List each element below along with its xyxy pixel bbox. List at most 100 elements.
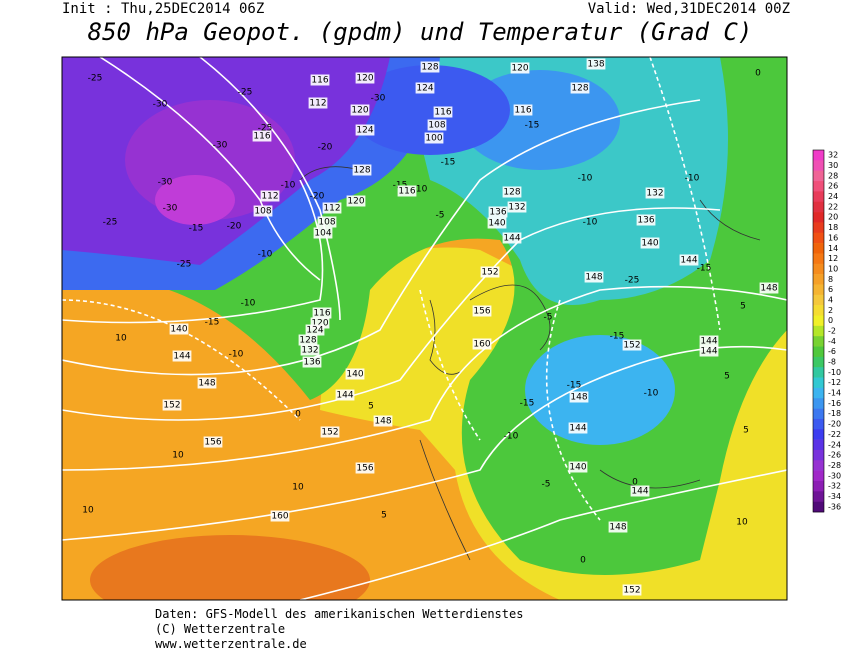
contour-label-bg xyxy=(313,227,333,239)
contour-label: 152 xyxy=(623,586,640,596)
contour-label: 120 xyxy=(351,106,368,116)
contour-label-bg xyxy=(636,214,656,226)
contour-label: -5 xyxy=(542,480,551,490)
colorbar-label: 10 xyxy=(828,264,838,273)
contour-label: 116 xyxy=(253,132,270,142)
colorbar-cell xyxy=(813,470,824,482)
contour-label: 140 xyxy=(170,325,187,335)
contour-label-bg xyxy=(487,217,507,229)
contour-label: 112 xyxy=(261,192,278,202)
contour-label-bg xyxy=(502,232,522,244)
contour-label-bg xyxy=(397,185,417,197)
colorbar-cell xyxy=(813,377,824,389)
colorbar-label: 30 xyxy=(828,161,838,170)
colorbar-label: -30 xyxy=(828,471,841,480)
contour-label: 128 xyxy=(503,188,520,198)
contour-label-bg xyxy=(302,356,322,368)
contour-label-bg xyxy=(346,195,366,207)
contour-label-bg xyxy=(424,132,444,144)
contour-label: 0 xyxy=(580,556,586,566)
colorbar-cell xyxy=(813,160,824,171)
contour-label-bg xyxy=(568,461,588,473)
contour-label: 148 xyxy=(760,284,777,294)
contour-label: 160 xyxy=(473,340,490,350)
contour-label: 132 xyxy=(646,189,663,199)
colorbar-label: -32 xyxy=(828,482,841,491)
colorbar-cell xyxy=(813,222,824,234)
contour-label: 144 xyxy=(173,352,190,362)
contour-label: 124 xyxy=(356,126,373,136)
contour-label: 136 xyxy=(637,216,654,226)
contour-label: -15 xyxy=(567,381,582,391)
contour-label-bg xyxy=(586,58,606,70)
colorbar-cell xyxy=(813,201,824,213)
colorbar-cell xyxy=(813,191,824,203)
colorbar-label: 20 xyxy=(828,213,838,222)
contour-label: 0 xyxy=(295,410,301,420)
contour-label: -25 xyxy=(177,260,192,270)
contour-label-bg xyxy=(322,202,342,214)
contour-label-bg xyxy=(433,106,453,118)
contour-label: 10 xyxy=(736,518,748,528)
contour-label-bg xyxy=(320,426,340,438)
colorbar-cell xyxy=(813,253,824,265)
contour-label: 104 xyxy=(314,229,331,239)
contour-label: 156 xyxy=(473,307,490,317)
colorbar-label: 18 xyxy=(828,223,838,232)
colorbar-label: 16 xyxy=(828,233,838,242)
contour-label: 10 xyxy=(172,451,184,461)
colorbar-label: 32 xyxy=(828,151,838,160)
contour-label: -15 xyxy=(441,158,456,168)
colorbar-label: -34 xyxy=(828,492,841,501)
contour-label: 10 xyxy=(292,483,304,493)
colorbar-cell xyxy=(813,480,824,492)
colorbar-label: -10 xyxy=(828,368,841,377)
contour-label-bg xyxy=(510,62,530,74)
colorbar-cell xyxy=(813,460,824,471)
colorbar-cell xyxy=(813,284,824,296)
contour-label: -5 xyxy=(436,211,445,221)
contour-label: 10 xyxy=(82,506,94,516)
contour-label: -20 xyxy=(310,192,325,202)
contour-label: -20 xyxy=(227,222,242,232)
contour-label: 116 xyxy=(514,106,531,116)
contour-label-bg xyxy=(345,368,365,380)
contour-label-bg xyxy=(622,584,642,596)
contour-label: 144 xyxy=(569,424,586,434)
colorbar-label: 24 xyxy=(828,192,838,201)
contour-label: 132 xyxy=(508,203,525,213)
colorbar-cell xyxy=(813,429,824,440)
contour-label: 108 xyxy=(318,218,335,228)
contour-label: -10 xyxy=(578,174,593,184)
contour-label: 152 xyxy=(321,428,338,438)
colorbar-label: -22 xyxy=(828,430,841,439)
colorbar-cell xyxy=(813,367,824,378)
contour-label: 148 xyxy=(570,393,587,403)
contour-label-bg xyxy=(162,399,182,411)
contour-label-bg xyxy=(172,350,192,362)
contour-label: -30 xyxy=(158,178,173,188)
contour-label: 144 xyxy=(700,347,717,357)
contour-label: 124 xyxy=(416,84,433,94)
contour-label: 116 xyxy=(398,187,415,197)
colorbar-cell xyxy=(813,232,824,244)
contour-label-bg xyxy=(608,521,628,533)
contour-label-bg xyxy=(335,389,355,401)
contour-label: -30 xyxy=(371,94,386,104)
colorbar-label: -28 xyxy=(828,461,841,470)
contour-label: 144 xyxy=(336,391,353,401)
colorbar-cell xyxy=(813,315,824,327)
contour-label-bg xyxy=(308,97,328,109)
colorbar-label: -24 xyxy=(828,440,841,449)
colorbar-label: -8 xyxy=(828,358,836,367)
contour-label-bg xyxy=(415,82,435,94)
contour-label: 132 xyxy=(301,346,318,356)
contour-label: 152 xyxy=(623,341,640,351)
contour-label-bg xyxy=(472,338,492,350)
contour-label: -10 xyxy=(413,185,428,195)
contour-label-bg xyxy=(679,254,699,266)
contour-label-bg xyxy=(300,344,320,356)
contour-label: 108 xyxy=(428,121,445,131)
contour-label: 144 xyxy=(680,256,697,266)
contour-label: 120 xyxy=(511,64,528,74)
